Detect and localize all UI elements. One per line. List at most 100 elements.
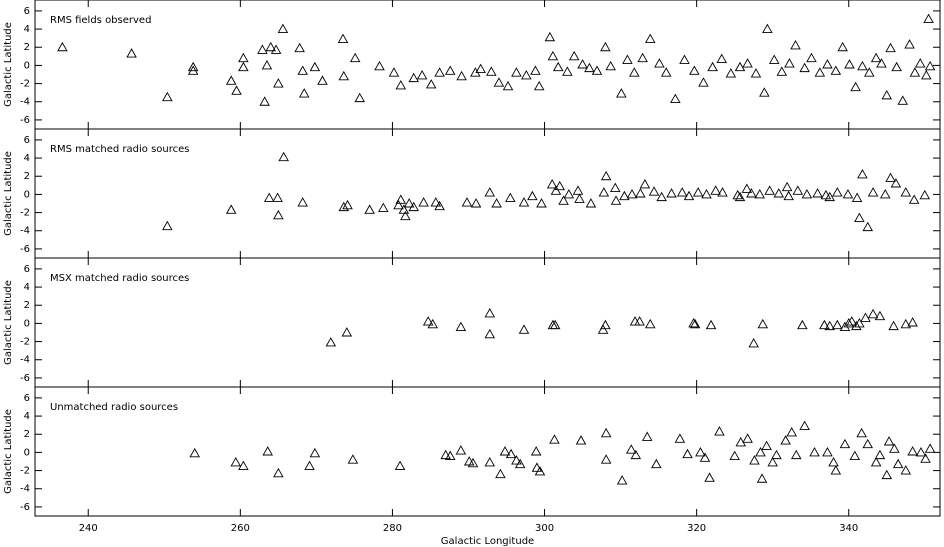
point: [879, 188, 891, 199]
point: [456, 70, 467, 81]
point: [616, 475, 628, 485]
point: [495, 468, 506, 479]
y-tick-label: 2: [24, 429, 30, 440]
point: [780, 435, 791, 445]
point: [408, 72, 420, 83]
point: [762, 23, 773, 34]
point: [908, 194, 920, 204]
y-tick-label: -2: [20, 337, 30, 348]
x-tick-label: 340: [839, 523, 858, 534]
point: [921, 69, 932, 80]
y-tick-label: 6: [24, 6, 30, 17]
point: [920, 453, 931, 463]
y-tick-label: -6: [20, 115, 30, 126]
point: [761, 440, 772, 450]
point: [347, 454, 359, 464]
point: [552, 61, 564, 72]
point: [403, 198, 415, 208]
point: [897, 95, 909, 105]
point: [463, 456, 475, 466]
y-tick-label: 4: [24, 24, 30, 35]
point: [742, 433, 753, 443]
panel-title: RMS fields observed: [50, 15, 151, 26]
point: [626, 188, 638, 199]
point: [757, 318, 769, 329]
point: [674, 433, 686, 443]
point: [806, 52, 817, 63]
point: [422, 316, 434, 326]
point: [843, 317, 855, 328]
point: [644, 33, 656, 44]
point: [786, 427, 797, 437]
point: [768, 54, 780, 64]
point: [297, 65, 308, 75]
point: [734, 191, 746, 202]
point: [900, 318, 912, 329]
point: [689, 65, 700, 75]
point: [919, 189, 931, 200]
point: [704, 472, 715, 482]
point: [729, 450, 740, 460]
point: [309, 61, 321, 72]
point: [257, 44, 268, 54]
point: [354, 92, 366, 103]
point: [755, 446, 766, 457]
point: [874, 449, 886, 460]
point: [867, 187, 879, 197]
point: [585, 198, 597, 208]
point: [600, 427, 612, 438]
point: [189, 447, 200, 458]
point: [881, 469, 893, 480]
point: [554, 180, 566, 191]
point: [634, 316, 645, 326]
y-tick-label: 0: [24, 60, 30, 71]
point: [231, 85, 242, 95]
point: [278, 151, 289, 162]
point: [776, 66, 788, 76]
point: [610, 195, 622, 205]
point: [470, 198, 482, 208]
point: [493, 77, 505, 87]
y-tick-label: -2: [20, 466, 30, 477]
point: [783, 190, 794, 201]
point: [864, 67, 875, 77]
y-tick-label: -6: [20, 373, 30, 384]
point: [378, 202, 389, 212]
point: [518, 197, 530, 207]
point: [261, 59, 273, 70]
y-tick-label: -2: [20, 79, 30, 90]
point: [273, 209, 284, 220]
point: [499, 446, 511, 456]
point: [511, 67, 522, 77]
point: [820, 189, 832, 200]
y-axis-label: Galactic Latitude: [3, 22, 14, 107]
point: [651, 458, 662, 469]
point: [338, 70, 350, 81]
point: [888, 320, 899, 331]
point: [530, 65, 541, 75]
x-tick-label: 300: [535, 523, 554, 534]
point: [444, 450, 456, 460]
point: [689, 318, 701, 329]
y-tick-label: 2: [24, 300, 30, 311]
point: [656, 191, 667, 202]
point: [629, 67, 640, 77]
point: [754, 188, 766, 199]
point: [514, 458, 526, 469]
point: [518, 324, 530, 334]
point: [230, 456, 242, 467]
point: [598, 187, 610, 197]
y-tick-label: 4: [24, 282, 30, 293]
point: [533, 80, 545, 91]
point: [544, 31, 556, 42]
point: [272, 192, 283, 202]
point: [637, 52, 648, 63]
panel-title: RMS matched radio sources: [50, 144, 190, 155]
point: [698, 77, 709, 87]
point: [455, 321, 467, 331]
point: [648, 186, 660, 196]
point: [716, 53, 728, 63]
point: [572, 185, 584, 195]
point: [900, 187, 912, 197]
point: [915, 446, 927, 457]
